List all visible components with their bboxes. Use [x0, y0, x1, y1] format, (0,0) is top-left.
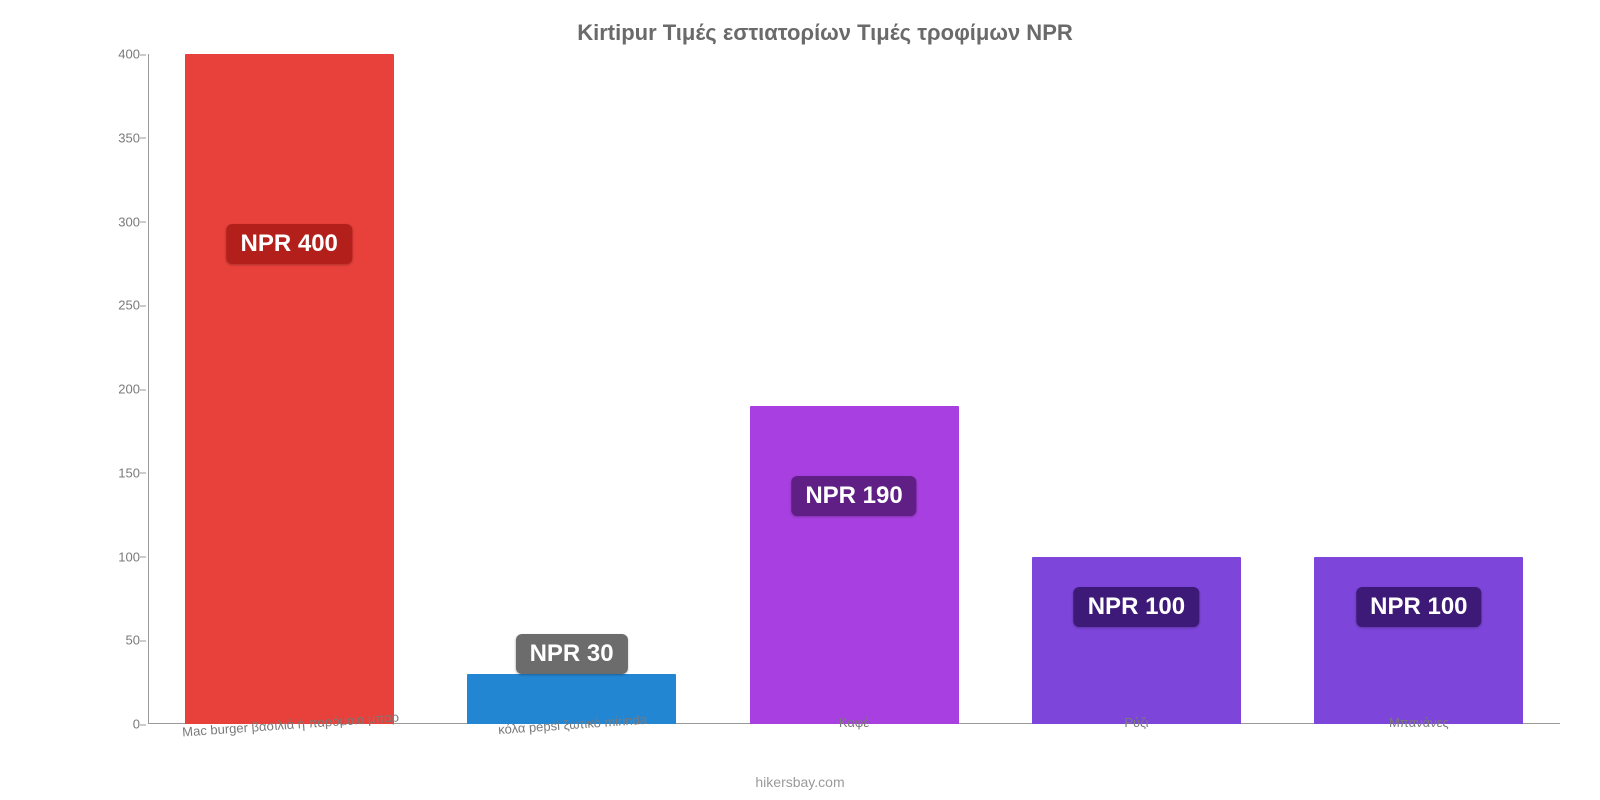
y-tick-label: 350 [85, 130, 140, 145]
bar: NPR 190 [750, 406, 959, 724]
bar-slot: NPR 100 [995, 54, 1277, 724]
y-tick-label: 250 [85, 298, 140, 313]
y-tick-label: 400 [85, 47, 140, 62]
y-tick-label: 150 [85, 465, 140, 480]
bar-value-label: NPR 100 [1074, 587, 1199, 627]
bar-slot: NPR 400 [148, 54, 430, 724]
credit-text: hikersbay.com [0, 774, 1600, 790]
x-tick-label: Καφέ [713, 705, 995, 730]
bar-slot: NPR 100 [1278, 54, 1560, 724]
bar-slot: NPR 190 [713, 54, 995, 724]
bars-area: NPR 400 NPR 30 NPR 190 NPR 100 NPR 100 [148, 54, 1560, 724]
x-tick-label: Μπανάνες [1278, 705, 1560, 730]
bar-value-label: NPR 400 [227, 224, 352, 264]
bar: NPR 100 [1314, 557, 1523, 725]
y-axis: 050100150200250300350400 [80, 54, 140, 724]
bar-slot: NPR 30 [430, 54, 712, 724]
bar-value-label: NPR 30 [516, 634, 628, 674]
chart-title: Kirtipur Τιμές εστιατορίων Τιμές τροφίμω… [90, 20, 1560, 46]
y-tick-label: 0 [85, 717, 140, 732]
y-tick-label: 100 [85, 549, 140, 564]
x-tick-label: Ρύζι [995, 705, 1277, 730]
chart-container: Kirtipur Τιμές εστιατορίων Τιμές τροφίμω… [0, 0, 1600, 800]
x-axis-labels: Mac burger βασιλιά ή παρόμοιο μπαρκόλα p… [148, 705, 1560, 730]
y-tick-label: 300 [85, 214, 140, 229]
bar-value-label: NPR 190 [791, 476, 916, 516]
y-tick-label: 200 [85, 382, 140, 397]
bar-value-label: NPR 100 [1356, 587, 1481, 627]
y-tick-label: 50 [85, 633, 140, 648]
bar: NPR 100 [1032, 557, 1241, 725]
bar: NPR 400 [185, 54, 394, 724]
plot-area: 050100150200250300350400 NPR 400NPR 30NP… [90, 54, 1560, 724]
